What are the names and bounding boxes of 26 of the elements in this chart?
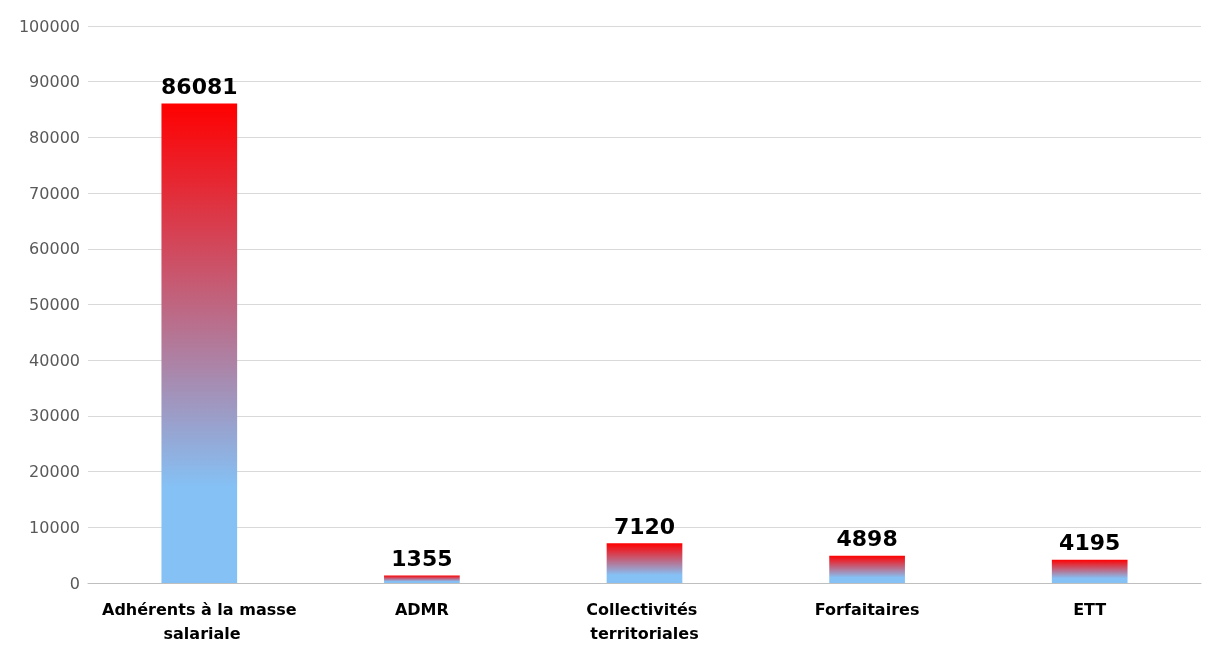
data-label: 86081: [161, 74, 238, 100]
data-label: 4898: [836, 526, 898, 552]
data-label: 7120: [613, 513, 676, 539]
x-tick-label: Collectivités territoriales: [586, 599, 703, 643]
x-tick-label: Forfaitaires: [814, 599, 920, 619]
x-tick-label: Adhérents à la masse salariale: [102, 599, 297, 643]
y-tick-label: 0: [69, 573, 80, 593]
bar: [161, 103, 238, 583]
y-tick-label: 90000: [29, 72, 80, 92]
bar: [606, 543, 683, 583]
data-label: 4195: [1059, 530, 1121, 556]
y-tick-label: 40000: [29, 350, 80, 370]
data-label: 1355: [391, 545, 453, 571]
bar: [384, 575, 460, 583]
y-tick-label: 50000: [29, 295, 80, 314]
x-tick-label: ETT: [1073, 599, 1107, 619]
y-tick-label: 80000: [29, 127, 80, 147]
y-tick-label: 100000: [18, 16, 80, 36]
y-tick-label: 60000: [29, 239, 80, 259]
x-tick-label: ADMR: [394, 599, 449, 619]
y-tick-label: 20000: [29, 462, 80, 482]
bar: [1051, 559, 1128, 583]
bar: [829, 555, 905, 583]
y-tick-label: 10000: [29, 517, 80, 537]
y-tick-label: 30000: [29, 406, 80, 426]
y-tick-label: 70000: [29, 183, 80, 203]
